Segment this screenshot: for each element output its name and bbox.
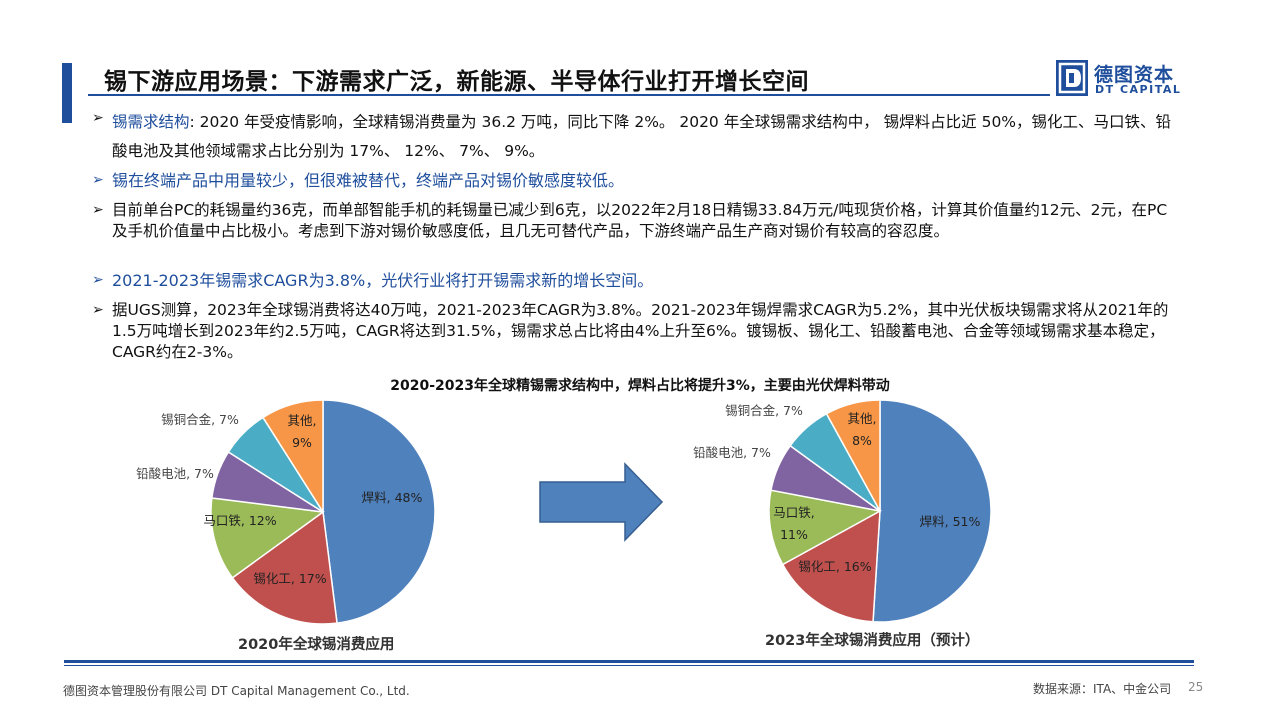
footer-company: 德图资本管理股份有限公司 DT Capital Management Co., … [63,684,410,698]
pie-slice-6 [261,399,324,515]
pie-caption-2020: 2020年全球锡消费应用 [238,637,395,653]
demand-structure-text: : 2020 年受疫情影响，全球精锡消费量为 36.2 万吨，同比下降 2%。 … [112,113,1172,160]
bullet-arrow-icon: ➢ [92,302,104,318]
pie-label-4: 铅酸电池, 7% [136,466,214,481]
title-underline [88,94,1050,96]
pie-label-1: 焊料, 48% [362,490,423,505]
ugs-forecast-text: 据UGS测算，2023年全球锡消费将达40万吨，2021-2023年CAGR为3… [112,301,1169,361]
title-accent-bar [62,63,72,123]
pc-phone-text: 目前单台PC的耗锡量约36克，而单部智能手机的耗锡量已减少到6克，以2022年2… [112,201,1168,240]
pie-charts-canvas: 焊料, 48% 锡化工, 17% 马口铁, 12% 铅酸电池, 7% 锡铜合金, 7% 其… [136,399,992,625]
footer-source: 数据来源：ITA、中金公司 [1033,682,1172,696]
demand-structure-label: 锡需求结构 [112,113,190,131]
paragraph-cagr: ➢ 2021-2023年锡需求CAGR为3.8%，光伏行业将打开锡需求新的增长空… [92,270,1182,291]
cagr-text: 2021-2023年锡需求CAGR为3.8%，光伏行业将打开锡需求新的增长空间。 [112,271,654,290]
pie-slice-6 [825,399,881,512]
page-number: 25 [1188,680,1204,694]
pie-label-2: 锡化工, 17% [253,571,326,586]
chart-title: 2020-2023年全球精锡需求结构中，焊料占比将提升3%，主要由光伏焊料带动 [390,378,890,394]
pie-label-6: 其他, 8% [848,411,877,448]
terminal-usage-text: 锡在终端产品中用量较少，但很难被替代，终端产品对锡价敏感度较低。 [112,171,625,190]
pie-label-6: 其他, 9% [288,413,317,450]
pie-chart-2020: 焊料, 48% 锡化工, 17% 马口铁, 12% 铅酸电池, 7% 锡铜合金, 7% 其… [136,399,436,625]
footer-divider [64,660,1194,663]
pie-slice-2 [231,510,338,625]
pie-caption-2023: 2023年全球锡消费应用（预计） [765,633,980,649]
paragraph-pc-phone: ➢ 目前单台PC的耗锡量约36克，而单部智能手机的耗锡量已减少到6克，以2022… [92,200,1182,242]
logo-english-text: DT CAPITAL [1095,83,1182,96]
bullet-arrow-icon: ➢ [92,110,104,126]
dt-logo-icon [1056,60,1088,96]
dt-capital-logo: 德图资本 DT CAPITAL [1056,60,1196,100]
pie-slice-1 [322,399,436,624]
bullet-arrow-icon: ➢ [92,202,104,218]
pie-slice-1 [872,399,992,623]
bullet-arrow-icon: ➢ [92,172,104,188]
paragraph-terminal-usage: ➢ 锡在终端产品中用量较少，但很难被替代，终端产品对锡价敏感度较低。 [92,170,1182,191]
pie-slice-2 [781,509,881,623]
right-arrow-icon [539,462,664,542]
pie-slice-3 [210,497,325,579]
pie-label-1: 焊料, 51% [920,514,981,529]
pie-label-5: 锡铜合金, 7% [725,403,803,418]
pie-label-5: 锡铜合金, 7% [161,412,239,427]
paragraph-ugs-forecast: ➢ 据UGS测算，2023年全球锡消费将达40万吨，2021-2023年CAGR… [92,300,1182,363]
logo-chinese-text: 德图资本 [1094,64,1175,86]
pie-label-4: 铅酸电池, 7% [693,445,771,460]
pie-slice-3 [768,489,883,566]
pie-label-3: 马口铁, 12% [203,513,276,528]
paragraph-demand-structure: ➢ 锡需求结构: 2020 年受疫情影响，全球精锡消费量为 36.2 万吨，同比… [92,108,1182,166]
pie-label-2: 锡化工, 16% [798,559,871,574]
pie-chart-2023: 焊料, 51% 锡化工, 16% 马口铁, 11% 铅酸电池, 7% 锡铜合金, 7% 其他… [693,399,992,623]
page-title: 锡下游应用场景：下游需求广泛，新能源、半导体行业打开增长空间 [104,69,809,95]
bullet-arrow-icon: ➢ [92,272,104,288]
footer-divider-thin [64,665,1194,666]
pie-label-3: 马口铁, 11% [773,505,814,542]
